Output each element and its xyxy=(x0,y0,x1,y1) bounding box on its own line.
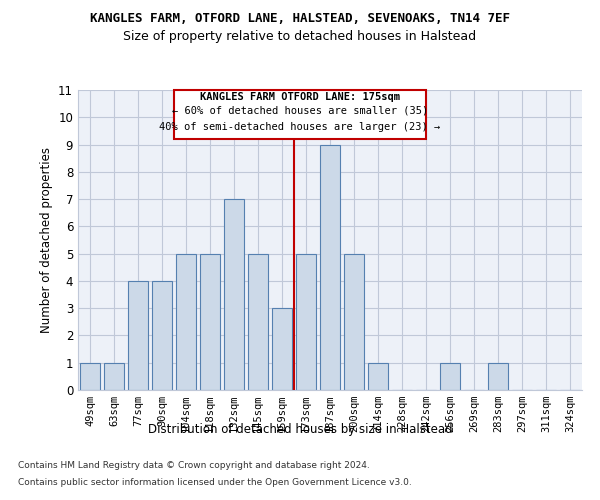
Bar xyxy=(272,308,292,390)
FancyBboxPatch shape xyxy=(174,90,426,139)
Bar xyxy=(248,254,268,390)
Text: ← 60% of detached houses are smaller (35): ← 60% of detached houses are smaller (35… xyxy=(172,106,428,116)
Bar xyxy=(128,281,148,390)
Bar xyxy=(152,281,172,390)
Text: 40% of semi-detached houses are larger (23) →: 40% of semi-detached houses are larger (… xyxy=(160,122,440,132)
Text: Contains HM Land Registry data © Crown copyright and database right 2024.: Contains HM Land Registry data © Crown c… xyxy=(18,460,370,469)
Bar xyxy=(176,254,196,390)
Bar xyxy=(296,254,316,390)
Text: Contains public sector information licensed under the Open Government Licence v3: Contains public sector information licen… xyxy=(18,478,412,487)
Bar xyxy=(344,254,364,390)
Bar xyxy=(320,144,340,390)
Text: KANGLES FARM, OTFORD LANE, HALSTEAD, SEVENOAKS, TN14 7EF: KANGLES FARM, OTFORD LANE, HALSTEAD, SEV… xyxy=(90,12,510,26)
Text: Distribution of detached houses by size in Halstead: Distribution of detached houses by size … xyxy=(148,422,452,436)
Bar xyxy=(104,362,124,390)
Bar xyxy=(200,254,220,390)
Text: Size of property relative to detached houses in Halstead: Size of property relative to detached ho… xyxy=(124,30,476,43)
Bar xyxy=(488,362,508,390)
Bar xyxy=(368,362,388,390)
Bar xyxy=(224,199,244,390)
Bar xyxy=(440,362,460,390)
Y-axis label: Number of detached properties: Number of detached properties xyxy=(40,147,53,333)
Text: KANGLES FARM OTFORD LANE: 175sqm: KANGLES FARM OTFORD LANE: 175sqm xyxy=(200,92,400,102)
Bar xyxy=(80,362,100,390)
